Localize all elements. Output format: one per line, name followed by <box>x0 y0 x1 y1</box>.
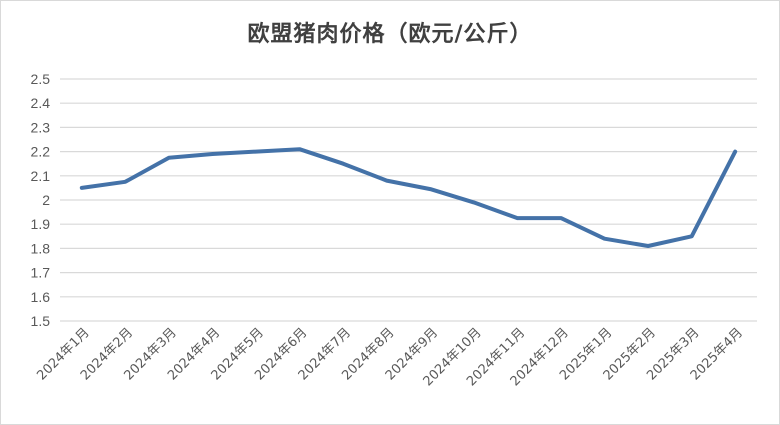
gridlines <box>60 78 757 322</box>
y-tick-label: 1.9 <box>31 216 51 232</box>
y-tick-label: 2.1 <box>31 168 51 184</box>
price-line-series <box>79 147 738 248</box>
y-tick-label: 2 <box>42 192 50 208</box>
y-tick-label: 2.2 <box>31 144 51 160</box>
y-tick-label: 1.6 <box>31 289 51 305</box>
y-tick-label: 1.8 <box>31 240 51 256</box>
y-tick-label: 2.5 <box>31 71 51 87</box>
y-tick-label: 1.5 <box>31 313 51 329</box>
chart-title: 欧盟猪肉价格（欧元/公斤） <box>247 22 533 47</box>
y-axis-labels: 1.5 1.6 1.7 1.8 1.9 2 2.1 2.2 2.3 2.4 2.5 <box>31 71 51 329</box>
y-tick-label: 2.3 <box>31 119 51 135</box>
y-tick-label: 1.7 <box>31 265 51 281</box>
y-tick-label: 2.4 <box>31 95 51 111</box>
x-axis-labels: 2024年1月2024年2月2024年3月2024年4月2024年5月2024年… <box>34 325 746 389</box>
